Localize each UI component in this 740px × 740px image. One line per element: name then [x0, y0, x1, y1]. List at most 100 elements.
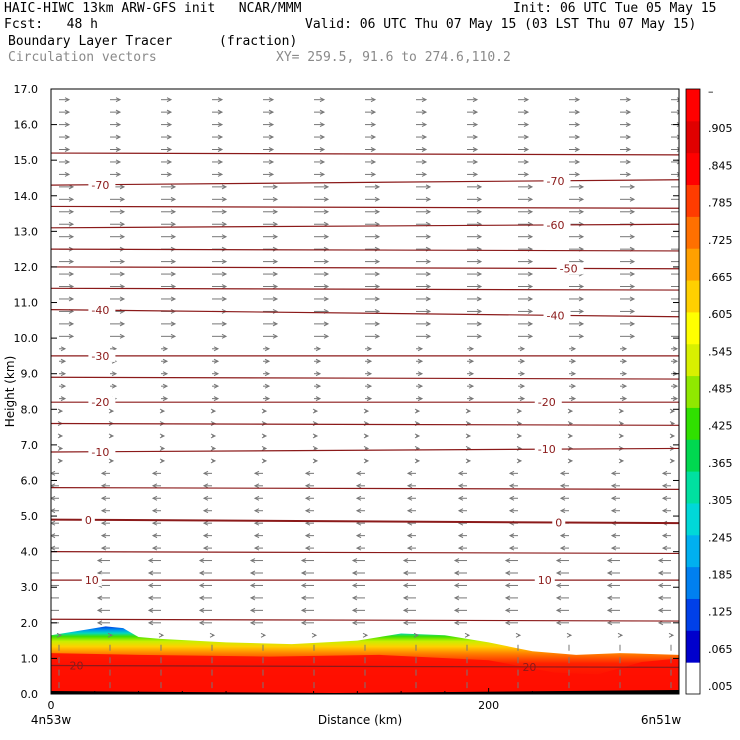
wind-vector-head: [253, 533, 260, 539]
wind-vector-head: [151, 533, 158, 539]
wind-vector-head: [574, 122, 581, 128]
wind-vector-head: [402, 583, 409, 588]
wind-vector-head: [508, 470, 515, 476]
wind-vector-head: [213, 396, 220, 402]
wind-vector-head: [629, 184, 636, 190]
wind-vector-head: [504, 595, 511, 601]
wind-vector-head: [578, 184, 585, 190]
colorbar-swatch: [686, 407, 700, 440]
wind-vector-head: [370, 109, 377, 115]
temperature-contour: [51, 618, 679, 622]
wind-vector-head: [406, 483, 413, 489]
wind-vector-head: [253, 508, 260, 514]
plot-border: [50, 88, 680, 695]
wind-vector-head: [618, 433, 625, 439]
wind-vector-head: [578, 308, 585, 314]
wind-vector-head: [115, 171, 122, 177]
wind-vector-head: [108, 408, 115, 414]
wind-vector-head: [272, 284, 279, 289]
wind-vector-head: [370, 147, 377, 152]
wind-vector-head: [51, 545, 56, 551]
wind-vector-head: [570, 371, 577, 377]
wind-vector-head: [578, 296, 585, 302]
wind-vector-head: [406, 533, 413, 539]
wind-vector-head: [669, 433, 676, 439]
wind-vector-head: [570, 358, 577, 364]
temperature-contour: [51, 551, 679, 555]
temperature-contour: [51, 152, 679, 156]
wind-vector-head: [119, 221, 126, 227]
wind-vector-head: [351, 583, 358, 588]
colorbar-swatch: [686, 343, 700, 377]
wind-vector-head: [210, 433, 217, 439]
wind-vector-head: [672, 358, 679, 364]
wind-vector-head: [304, 533, 311, 539]
wind-vector-head: [300, 595, 307, 601]
wind-vector-head: [96, 595, 103, 601]
wind-vector-head: [249, 620, 256, 626]
wind-vector-head: [64, 171, 71, 177]
wind-vector-head: [519, 371, 526, 377]
wind-vector-head: [453, 607, 460, 613]
wind-vector-head: [323, 209, 330, 215]
wind-vector-head: [374, 196, 381, 202]
wind-vector-head: [468, 383, 475, 389]
wind-vector-head: [472, 159, 479, 165]
wind-vector-head: [159, 445, 166, 451]
wind-vector-head: [60, 358, 67, 364]
wind-vector-head: [625, 171, 632, 177]
wind-vector-head: [151, 508, 158, 514]
wind-vector-head: [681, 322, 685, 326]
wind-vector-head: [64, 147, 71, 152]
wind-vector-head: [272, 246, 279, 252]
wind-vector-head: [217, 147, 224, 152]
wind-vector-head: [421, 134, 428, 140]
contour-label: -20: [538, 396, 556, 409]
wind-vector-head: [68, 184, 75, 190]
wind-vector-head: [672, 383, 679, 389]
wind-vector-head: [570, 396, 577, 402]
colorbar-label: .245: [708, 531, 733, 544]
wind-vector-head: [629, 321, 636, 327]
wind-vector-head: [406, 495, 413, 501]
wind-vector-head: [319, 97, 326, 103]
wind-vector-head: [508, 508, 515, 514]
wind-vector-head: [472, 171, 479, 177]
wind-vector-head: [68, 271, 75, 277]
wind-vector-head: [51, 533, 56, 539]
wind-vector-head: [402, 595, 409, 601]
wind-vector-head: [618, 408, 625, 414]
wind-vector-head: [406, 470, 413, 476]
wind-vector-head: [661, 483, 668, 489]
y-tick-label: 10.0: [14, 332, 39, 345]
contour-label-bg: [556, 262, 584, 275]
wind-vector-head: [115, 159, 122, 165]
contour-label: -70: [91, 179, 109, 192]
colorbar-label: .605: [708, 308, 733, 321]
wind-vector-head: [268, 97, 275, 103]
wind-vector-head: [559, 470, 566, 476]
wind-vector-head: [417, 383, 424, 389]
contour-label-bg: [81, 513, 95, 526]
wind-vector-head: [304, 483, 311, 489]
wind-vector-head: [374, 284, 381, 289]
wind-vector-head: [468, 396, 475, 402]
wind-vector-head: [272, 234, 279, 240]
y-tick-label: 4.0: [21, 546, 39, 559]
wind-vector-head: [111, 371, 118, 377]
colorbar-swatch: [686, 152, 700, 186]
wind-vector-head: [523, 171, 530, 177]
y-tick-label: 12.0: [14, 261, 39, 274]
wind-vector-head: [253, 483, 260, 489]
wind-vector-head: [351, 607, 358, 613]
wind-vector-head: [417, 396, 424, 402]
wind-vector-head: [312, 458, 319, 464]
wind-vector-head: [253, 470, 260, 476]
wind-vector-head: [425, 234, 432, 240]
y-tick-label: 2.0: [21, 617, 39, 630]
wind-vector-head: [515, 632, 522, 638]
x-end-label-right: 6n51w: [641, 713, 682, 727]
wind-vector-head: [559, 495, 566, 501]
wind-vector-head: [119, 333, 126, 339]
wind-vector-head: [457, 495, 464, 501]
